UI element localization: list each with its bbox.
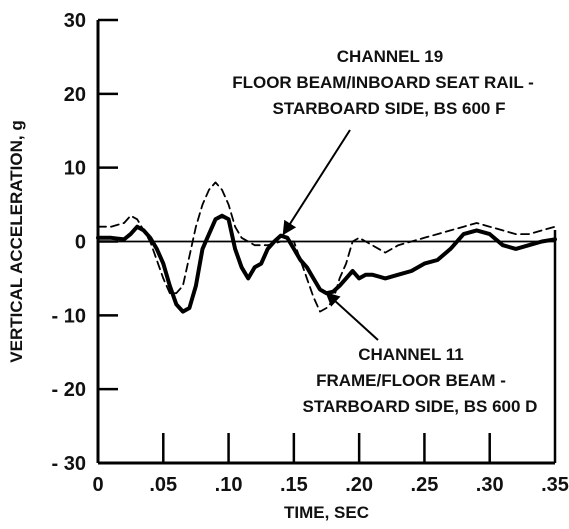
annotation-text-line: STARBOARD SIDE, BS 600 D: [303, 397, 538, 416]
x-tick-label: .25: [411, 474, 439, 496]
annotation-arrow: [282, 129, 351, 236]
annotation-text-line: FLOOR BEAM/INBOARD SEAT RAIL -: [232, 73, 534, 92]
x-tick-label: .15: [280, 474, 308, 496]
y-tick-label: - 30: [52, 453, 86, 475]
annotation-text-line: CHANNEL 11: [358, 345, 464, 364]
y-tick-label: 20: [64, 84, 86, 106]
annotation-text-line: FRAME/FLOOR BEAM -: [316, 371, 506, 390]
x-tick-label: .20: [345, 474, 373, 496]
x-tick-label: 0: [92, 474, 103, 496]
series-line-dashed: [97, 181, 556, 313]
y-axis-ticks: - 30 - 20 - 10 0 10 20 30: [52, 10, 118, 475]
y-axis-title: VERTICAL ACCELERATION, g: [7, 120, 26, 362]
x-tick-label: .35: [541, 474, 569, 496]
y-tick-label: 0: [75, 232, 86, 254]
y-tick-label: 10: [64, 158, 86, 180]
annotation-text-line: STARBOARD SIDE, BS 600 F: [272, 99, 505, 118]
annotation-text-line: CHANNEL 19: [337, 47, 443, 66]
series-line-solid: [96, 213, 557, 314]
x-tick-label: .05: [149, 474, 177, 496]
y-tick-label: - 20: [52, 379, 86, 401]
x-tick-label: .10: [215, 474, 243, 496]
x-axis-ticks: 0 .05 .10 .15 .20 .25 .30 .35: [92, 433, 569, 496]
x-axis-title: TIME, SEC: [284, 503, 369, 522]
y-tick-label: 30: [64, 10, 86, 32]
series-layer: [96, 181, 557, 314]
y-tick-label: - 10: [52, 305, 86, 327]
annotation-arrow: [325, 292, 379, 341]
annotation-layer: CHANNEL 19 FLOOR BEAM/INBOARD SEAT RAIL -…: [232, 47, 537, 416]
x-tick-label: .30: [476, 474, 504, 496]
